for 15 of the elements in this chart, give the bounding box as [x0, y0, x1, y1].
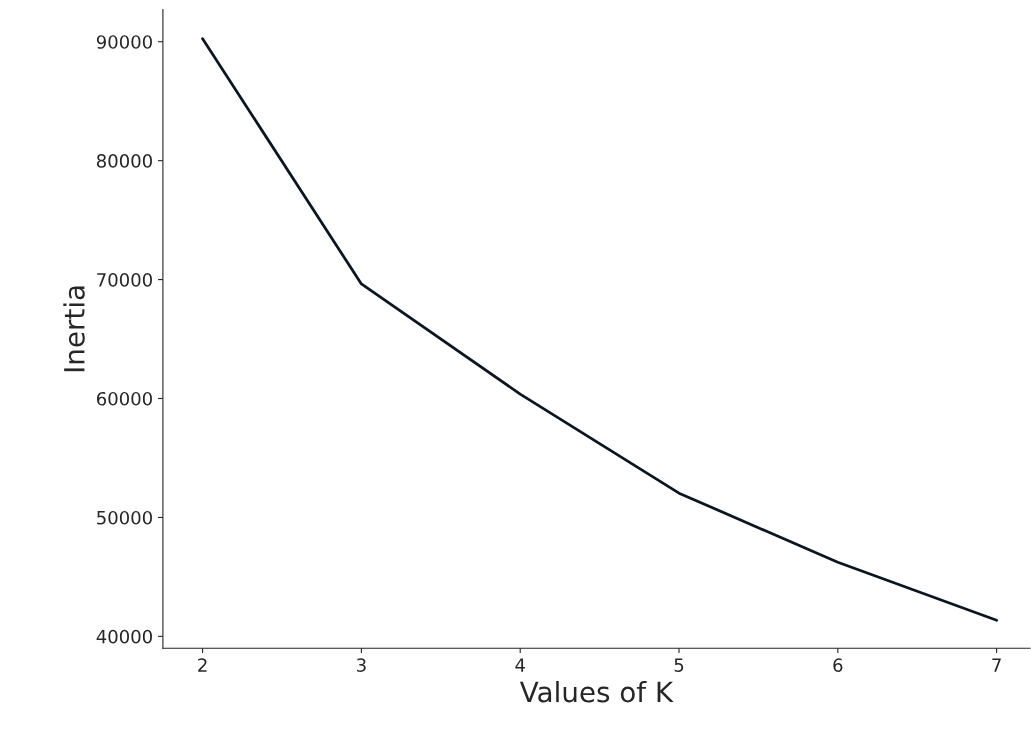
x-tick-label: 3	[357, 658, 366, 672]
x-tick-label: 6	[833, 658, 843, 672]
line-series	[201, 37, 999, 622]
x-tick-label: 7	[992, 658, 1001, 672]
y-tick-label: 70000	[97, 273, 152, 287]
y-axis-title: Inertia	[63, 286, 85, 372]
x-tick-label: 4	[515, 658, 525, 672]
y-tick-label: 50000	[97, 510, 152, 525]
y-tick-label: 40000	[96, 629, 152, 644]
y-tick-label: 90000	[96, 35, 152, 49]
y-tick-label: 60000	[97, 391, 152, 406]
y-tick-label: 80000	[96, 154, 152, 168]
x-tick-label: 2	[198, 658, 207, 672]
x-tick-label: 5	[674, 658, 684, 672]
x-axis-title: Values of K	[519, 680, 674, 703]
